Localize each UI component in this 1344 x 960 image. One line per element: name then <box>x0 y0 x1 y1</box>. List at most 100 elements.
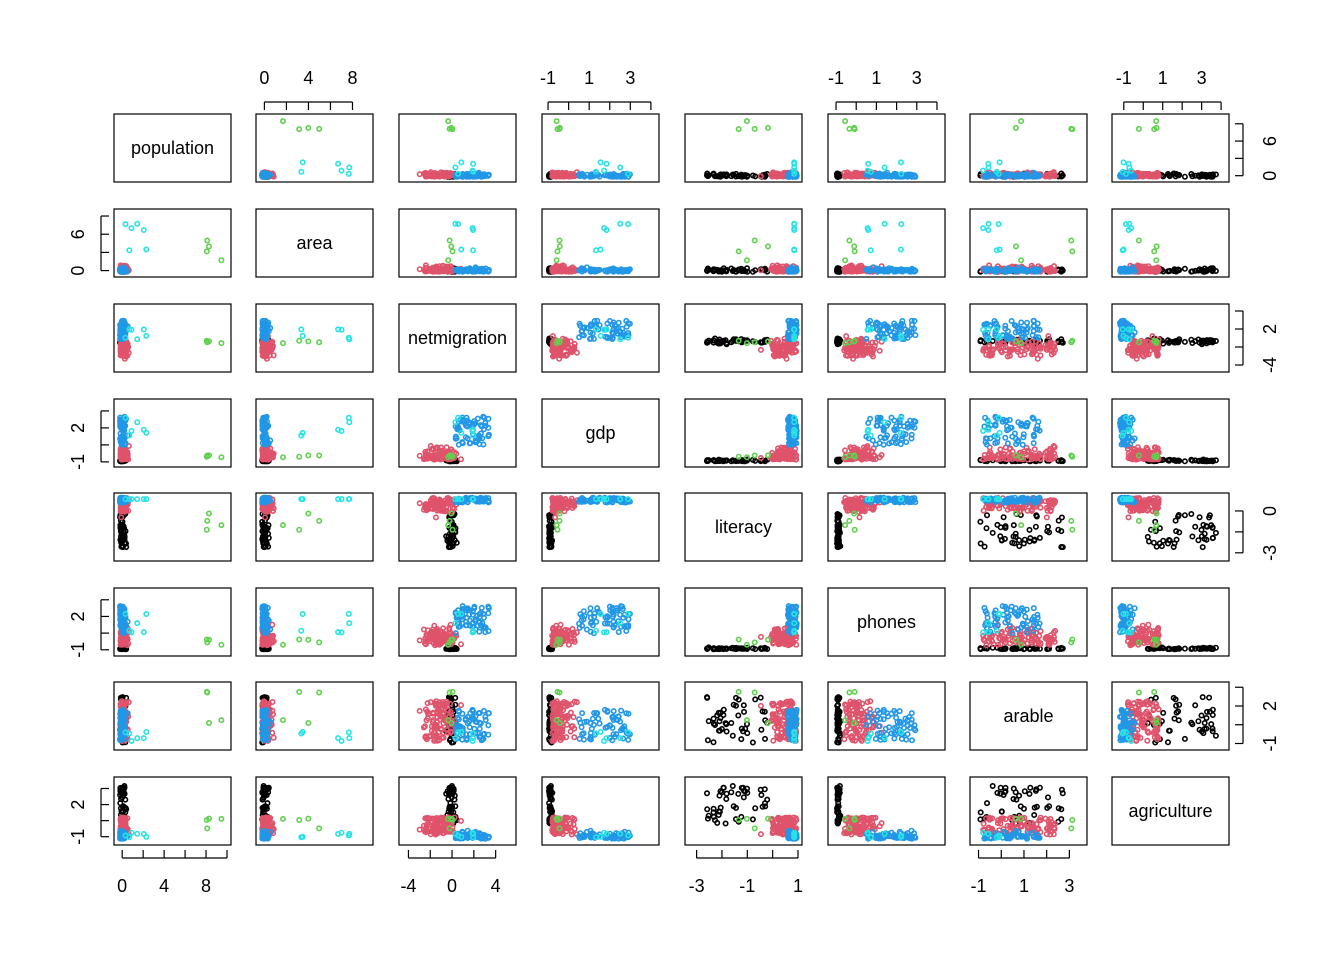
point-area-literacy-205 <box>791 220 798 227</box>
point-gdp-population-202 <box>143 429 150 436</box>
point-population-phones-200 <box>865 160 872 167</box>
point-population-literacy-205 <box>791 164 798 171</box>
point-area-gdp-202 <box>597 246 604 253</box>
point-area-literacy-206 <box>735 248 742 255</box>
variable-label-area: area <box>296 233 333 253</box>
point-netmigration-gdp-202 <box>597 332 604 339</box>
point-netmigration-agriculture-42 <box>1189 339 1196 346</box>
point-population-netmigration-138 <box>440 169 447 176</box>
point-population-area-205 <box>346 164 353 171</box>
point-population-area-198 <box>265 173 272 180</box>
point-population-arable-205 <box>985 164 992 171</box>
point-area-agriculture-206 <box>1151 248 1158 255</box>
point-netmigration-phones-138 <box>871 342 878 349</box>
point-netmigration-agriculture-40 <box>1181 338 1188 345</box>
point-netmigration-arable-139 <box>1017 352 1024 359</box>
point-population-area-209 <box>305 124 312 131</box>
point-gdp-area-205 <box>346 419 353 426</box>
panel-netmigration-vs-area <box>255 303 374 373</box>
point-population-arable-207 <box>1018 118 1025 125</box>
point-gdp-area-207 <box>279 454 286 461</box>
panel-netmigration-vs-population <box>113 303 232 373</box>
point-netmigration-arable-187 <box>1034 320 1041 327</box>
panel-population-vs-area <box>255 113 374 183</box>
point-population-agriculture-202 <box>1120 159 1127 166</box>
point-area-arable-209 <box>1012 243 1019 250</box>
point-population-netmigration-135 <box>431 171 438 178</box>
point-population-gdp-204 <box>601 167 608 174</box>
point-area-arable-207 <box>1018 257 1025 264</box>
point-population-gdp-131 <box>564 171 571 178</box>
point-population-gdp-196 <box>619 173 626 180</box>
point-area-phones-202 <box>897 246 904 253</box>
point-population-gdp-139 <box>552 173 559 180</box>
point-netmigration-population-207 <box>218 340 225 347</box>
point-gdp-population-205 <box>134 419 141 426</box>
point-area-phones-203 <box>898 221 905 228</box>
point-population-phones-208 <box>846 125 853 132</box>
point-area-gdp-203 <box>625 221 632 228</box>
panel-population-vs-netmigration <box>398 113 517 183</box>
point-population-gdp-138 <box>555 169 562 176</box>
point-area-population-203 <box>122 221 129 228</box>
point-area-gdp-206 <box>554 248 561 255</box>
point-area-gdp-204 <box>601 225 608 232</box>
point-area-literacy-208 <box>751 237 758 244</box>
point-netmigration-gdp-187 <box>604 320 611 327</box>
panels-layer: populationareanetmigrationgdpliteracypho… <box>113 113 1230 846</box>
point-netmigration-population-202 <box>143 332 150 339</box>
point-area-arable-200 <box>985 227 992 234</box>
point-population-gdp-207 <box>553 118 560 125</box>
point-netmigration-area-201 <box>298 326 305 333</box>
point-netmigration-phones-197 <box>888 324 895 331</box>
point-netmigration-arable-198 <box>1018 319 1025 326</box>
point-area-agriculture-207 <box>1153 257 1160 264</box>
point-netmigration-phones-180 <box>899 317 906 324</box>
point-netmigration-gdp-196 <box>619 325 626 332</box>
point-population-gdp-201 <box>592 168 599 175</box>
point-area-population-208 <box>204 237 211 244</box>
point-population-area-200 <box>335 160 342 167</box>
point-population-netmigration-198 <box>482 173 489 180</box>
point-population-literacy-207 <box>743 118 750 125</box>
point-population-phones-202 <box>897 159 904 166</box>
point-population-area-204 <box>338 167 345 174</box>
point-gdp-netmigration-49 <box>416 452 423 459</box>
point-population-netmigration-199 <box>479 172 486 179</box>
point-population-area-203 <box>345 170 352 177</box>
point-population-arable-208 <box>1068 125 1075 132</box>
point-population-gdp-203 <box>625 170 632 177</box>
point-area-population-200 <box>140 227 147 234</box>
point-area-arable-204 <box>980 225 987 232</box>
point-population-agriculture-207 <box>1153 118 1160 125</box>
point-population-literacy-44 <box>710 171 717 178</box>
point-population-gdp-198 <box>610 173 617 180</box>
point-netmigration-gdp-156 <box>576 334 583 341</box>
point-gdp-area-208 <box>316 452 323 459</box>
point-population-literacy-43 <box>735 173 742 180</box>
point-population-netmigration-205 <box>452 164 459 171</box>
point-netmigration-arable-37 <box>977 338 984 345</box>
point-population-literacy-209 <box>764 124 771 131</box>
variable-label-population: population <box>131 138 214 158</box>
point-area-population-206 <box>203 248 210 255</box>
point-gdp-population-204 <box>128 427 135 434</box>
point-population-agriculture-208 <box>1135 125 1142 132</box>
point-netmigration-gdp-177 <box>596 322 603 329</box>
point-population-gdp-205 <box>617 164 624 171</box>
point-population-netmigration-139 <box>423 173 430 180</box>
point-netmigration-phones-60 <box>843 333 850 340</box>
point-area-phones-205 <box>881 220 888 227</box>
point-population-area-201 <box>298 168 305 175</box>
variable-label-netmigration: netmigration <box>408 328 507 348</box>
point-netmigration-arable-163 <box>1008 317 1015 324</box>
point-population-agriculture-40 <box>1181 173 1188 180</box>
point-area-literacy-202 <box>791 246 798 253</box>
point-area-netmigration-202 <box>458 246 465 253</box>
point-area-phones-206 <box>851 248 858 255</box>
point-area-gdp-205 <box>617 220 624 227</box>
point-population-phones-209 <box>851 124 858 131</box>
point-netmigration-arable-204 <box>980 326 987 333</box>
point-area-population-205 <box>134 220 141 227</box>
